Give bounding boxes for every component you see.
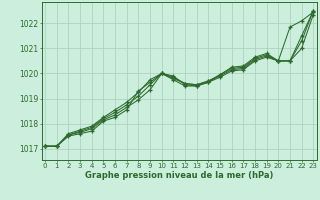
X-axis label: Graphe pression niveau de la mer (hPa): Graphe pression niveau de la mer (hPa) xyxy=(85,171,273,180)
